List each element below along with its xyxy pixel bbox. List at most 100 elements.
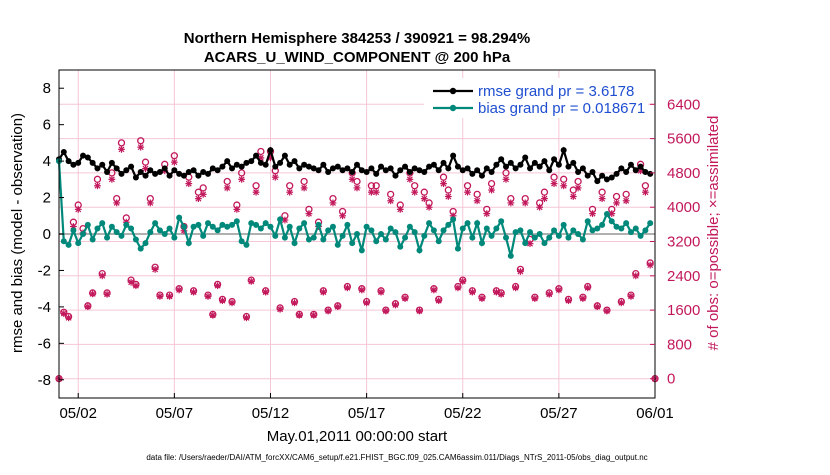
bias-point: [305, 236, 312, 243]
bias-point: [233, 218, 240, 225]
obs-assimilated-marker: [300, 184, 308, 192]
y-tick-label-right: 2400: [667, 268, 700, 285]
asterisk-stroke: [354, 184, 360, 191]
asterisk-stroke: [483, 210, 490, 217]
obs-possible-marker: [444, 186, 452, 194]
obs-assimilated-marker: [401, 295, 409, 302]
rmse-point: [325, 169, 332, 176]
x-tick-label: 05/12: [252, 405, 290, 422]
rmse-point: [310, 165, 317, 172]
obs-possible-marker: [257, 147, 265, 156]
asterisk-stroke: [618, 299, 625, 306]
y-tick-label-left: 8: [43, 80, 51, 97]
obs-assimilated-marker: [363, 299, 371, 307]
bias-point: [166, 225, 173, 232]
asterisk-stroke: [253, 189, 260, 196]
bias-point: [464, 220, 471, 227]
asterisk-stroke: [305, 210, 312, 217]
obs-assimilated-marker: [305, 210, 313, 218]
obs-assimilated-marker: [646, 261, 654, 269]
asterisk-stroke: [440, 180, 447, 187]
obs-possible-marker: [117, 139, 126, 147]
rmse-point: [80, 152, 87, 159]
rmse-point: [349, 169, 356, 176]
rmse-point: [60, 149, 67, 155]
rmse-point: [108, 159, 115, 166]
asterisk-stroke: [147, 199, 154, 206]
bias-point: [291, 240, 298, 247]
obs-possible-marker: [598, 188, 606, 196]
obs-assimilated-marker: [517, 268, 524, 275]
asterisk-stroke: [190, 289, 197, 296]
rmse-point: [84, 154, 91, 161]
bias-point: [128, 225, 135, 232]
rmse-point: [517, 161, 524, 168]
asterisk-stroke: [627, 293, 634, 300]
rmse-point: [200, 169, 207, 176]
rmse-point: [637, 163, 644, 170]
bias-point: [435, 238, 442, 245]
obs-possible-marker: [612, 192, 621, 201]
obs-assimilated-marker: [425, 203, 433, 211]
asterisk-stroke: [368, 189, 375, 196]
rmse-point: [358, 167, 365, 174]
legend-box: [424, 78, 648, 118]
bias-point: [387, 225, 394, 232]
rmse-point: [334, 163, 341, 170]
obs-assimilated-marker: [565, 297, 572, 305]
bias-point: [238, 238, 245, 245]
y-tick-label-left: -6: [38, 335, 51, 352]
asterisk-stroke: [488, 187, 495, 194]
bias-point: [440, 227, 447, 234]
obs-possible-marker: [237, 169, 246, 177]
obs-assimilated-marker: [382, 307, 390, 315]
obs-assimilated-marker: [468, 288, 476, 296]
asterisk-stroke: [171, 159, 178, 166]
obs-assimilated-marker: [473, 197, 481, 205]
rmse-point: [267, 147, 274, 154]
rmse-point: [272, 163, 279, 170]
rmse-point: [253, 152, 260, 159]
asterisk-stroke: [435, 297, 442, 304]
rmse-point: [647, 170, 654, 177]
asterisk-stroke: [334, 303, 341, 310]
y-tick-label-left: 4: [43, 153, 51, 170]
asterisk-stroke: [344, 284, 351, 291]
bias-point: [229, 221, 236, 228]
rmse-point: [301, 161, 308, 168]
bias-point: [488, 232, 495, 239]
obs-assimilated-marker: [387, 197, 395, 205]
y-tick-label-left: -2: [38, 262, 51, 279]
bias-point: [253, 221, 260, 228]
rmse-point: [205, 170, 211, 177]
bias-point: [325, 227, 332, 234]
asterisk-stroke: [152, 266, 159, 273]
rmse-point: [75, 159, 82, 166]
asterisk-stroke: [60, 310, 67, 317]
obs-assimilated-marker: [574, 184, 582, 192]
rmse-point: [464, 165, 471, 172]
obs-assimilated-marker: [555, 286, 563, 294]
rmse-point: [315, 167, 322, 174]
bias-point: [334, 241, 341, 248]
bias-point: [70, 227, 77, 234]
rmse-point: [440, 159, 447, 166]
bias-point: [378, 231, 385, 237]
rmse-point: [233, 161, 240, 168]
y-tick-label-left: -8: [38, 372, 51, 389]
rmse-point: [507, 159, 514, 166]
bias-point: [320, 236, 327, 243]
asterisk-stroke: [575, 184, 582, 191]
asterisk-stroke: [363, 299, 370, 306]
asterisk-stroke: [238, 176, 245, 183]
bias-point: [99, 220, 106, 227]
bias-point: [132, 236, 139, 243]
obs-assimilated-marker: [74, 205, 82, 213]
obs-assimilated-marker: [613, 199, 620, 207]
rmse-point: [522, 154, 529, 161]
asterisk-stroke: [195, 195, 202, 202]
asterisk-stroke: [75, 206, 82, 213]
rmse-point: [132, 174, 139, 181]
bias-point: [262, 220, 269, 227]
